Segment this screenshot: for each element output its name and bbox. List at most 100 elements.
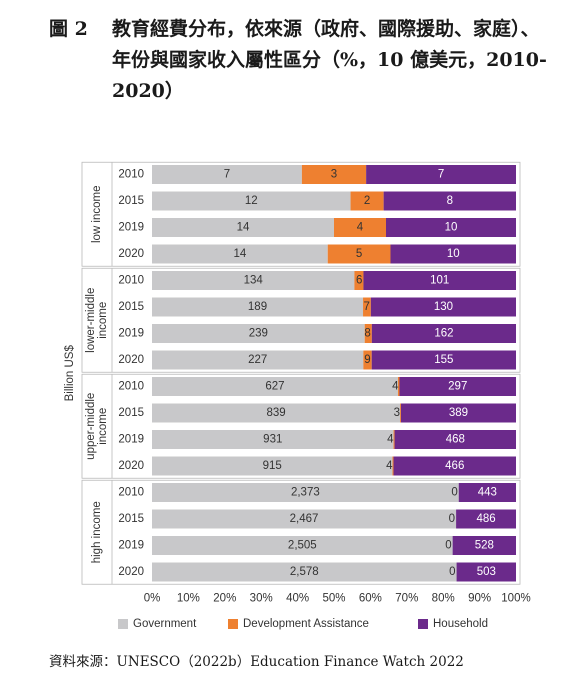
data-label: 130 bbox=[434, 301, 453, 313]
data-label: 8 bbox=[364, 328, 370, 340]
data-label: 7 bbox=[363, 301, 369, 313]
year-label: 2020 bbox=[118, 354, 144, 366]
bar-segment-household bbox=[386, 218, 516, 237]
bar-segment-government bbox=[152, 244, 328, 264]
legend-label: Development Assistance bbox=[243, 618, 369, 630]
bar-segment-household bbox=[458, 483, 516, 502]
data-label: 8 bbox=[447, 195, 453, 207]
data-label: 14 bbox=[233, 248, 246, 260]
data-label: 14 bbox=[237, 222, 250, 234]
year-label: 2020 bbox=[118, 248, 144, 260]
bar-segment-household bbox=[370, 297, 516, 317]
data-label: 0 bbox=[449, 566, 455, 578]
legend-label: Household bbox=[433, 618, 488, 630]
legend-swatch bbox=[418, 619, 428, 629]
group-label: income bbox=[97, 408, 109, 445]
bar-segment-household bbox=[371, 324, 516, 343]
year-label: 2020 bbox=[118, 460, 144, 472]
bar-segment-government bbox=[152, 271, 355, 290]
figure-number: 圖 2 bbox=[49, 18, 88, 40]
data-label: 101 bbox=[430, 275, 449, 287]
x-tick-label: 90% bbox=[468, 592, 491, 604]
x-tick-label: 30% bbox=[250, 592, 273, 604]
x-tick-label: 0% bbox=[144, 592, 161, 604]
data-label: 931 bbox=[263, 434, 282, 446]
data-label: 486 bbox=[476, 513, 495, 525]
group-label: low income bbox=[91, 185, 103, 243]
data-label: 162 bbox=[434, 328, 453, 340]
data-label: 2,467 bbox=[290, 513, 319, 525]
data-label: 389 bbox=[449, 407, 468, 419]
group-frame bbox=[81, 161, 521, 267]
x-tick-label: 80% bbox=[432, 592, 455, 604]
x-tick-label: 20% bbox=[213, 592, 236, 604]
bar-segment-government bbox=[152, 456, 393, 476]
year-label: 2020 bbox=[118, 566, 144, 578]
year-label: 2010 bbox=[118, 169, 144, 181]
x-tick-label: 70% bbox=[395, 592, 418, 604]
year-label: 2015 bbox=[118, 301, 144, 313]
bar-segment-development-assistance bbox=[334, 218, 386, 237]
bar-segment-household bbox=[371, 350, 516, 370]
data-label: 0 bbox=[449, 513, 455, 525]
data-label: 2,505 bbox=[288, 540, 317, 552]
bar-segment-household bbox=[366, 165, 516, 184]
year-label: 2019 bbox=[118, 222, 144, 234]
bar-segment-household bbox=[363, 271, 516, 290]
bar-segment-government bbox=[152, 403, 401, 423]
bar-segment-household bbox=[390, 244, 516, 264]
bar-segment-government bbox=[152, 509, 457, 529]
data-label: 239 bbox=[249, 328, 268, 340]
data-label: 7 bbox=[438, 169, 444, 181]
year-label: 2019 bbox=[118, 434, 144, 446]
bar-segment-government bbox=[152, 483, 459, 502]
bar-segment-development-assistance bbox=[354, 271, 364, 290]
bar-segment-development-assistance bbox=[392, 456, 394, 476]
data-label: 12 bbox=[245, 195, 258, 207]
bar-segment-government bbox=[152, 218, 334, 237]
data-label: 5 bbox=[356, 248, 362, 260]
group-label: high income bbox=[91, 501, 103, 563]
data-label: 9 bbox=[364, 354, 370, 366]
legend-swatch bbox=[228, 619, 238, 629]
group-frame bbox=[81, 373, 521, 479]
bar-segment-household bbox=[383, 191, 516, 211]
bar-segment-government bbox=[152, 430, 394, 449]
bar-segment-household bbox=[400, 403, 516, 423]
bar-segment-government bbox=[152, 377, 398, 396]
year-label: 2015 bbox=[118, 513, 144, 525]
data-label: 7 bbox=[224, 169, 230, 181]
bar-segment-household bbox=[393, 456, 516, 476]
bar-segment-government bbox=[152, 536, 453, 555]
year-label: 2010 bbox=[118, 487, 144, 499]
data-label: 3 bbox=[331, 169, 337, 181]
data-label: 468 bbox=[446, 434, 465, 446]
data-label: 4 bbox=[386, 460, 393, 472]
data-label: 227 bbox=[248, 354, 267, 366]
data-label: 10 bbox=[445, 222, 458, 234]
bar-segment-government bbox=[152, 191, 351, 211]
source-note: 資料來源：UNESCO（2022b）Education Finance Watc… bbox=[49, 654, 464, 670]
data-label: 915 bbox=[263, 460, 282, 472]
data-label: 134 bbox=[244, 275, 264, 287]
year-label: 2010 bbox=[118, 275, 144, 287]
x-tick-label: 10% bbox=[177, 592, 200, 604]
data-label: 297 bbox=[448, 381, 467, 393]
group-frame bbox=[81, 267, 521, 373]
x-tick-label: 100% bbox=[501, 592, 530, 604]
bar-segment-development-assistance bbox=[301, 165, 367, 184]
data-label: 4 bbox=[357, 222, 364, 234]
figure-title-text: 教育經費分布，依來源（政府、國際援助、家庭）、年份與國家收入屬性區分（%，10 … bbox=[112, 18, 547, 102]
bar-segment-household bbox=[456, 562, 516, 582]
y-axis-title: Billion US$ bbox=[64, 345, 76, 402]
bar-segment-government bbox=[152, 562, 457, 582]
data-label: 0 bbox=[451, 487, 457, 499]
data-label: 4 bbox=[387, 434, 394, 446]
bar-segment-development-assistance bbox=[364, 324, 372, 343]
bar-segment-household bbox=[399, 377, 516, 396]
group-label: income bbox=[97, 302, 109, 339]
data-label: 10 bbox=[447, 248, 460, 260]
legend-swatch bbox=[118, 619, 128, 629]
data-label: 528 bbox=[475, 540, 494, 552]
